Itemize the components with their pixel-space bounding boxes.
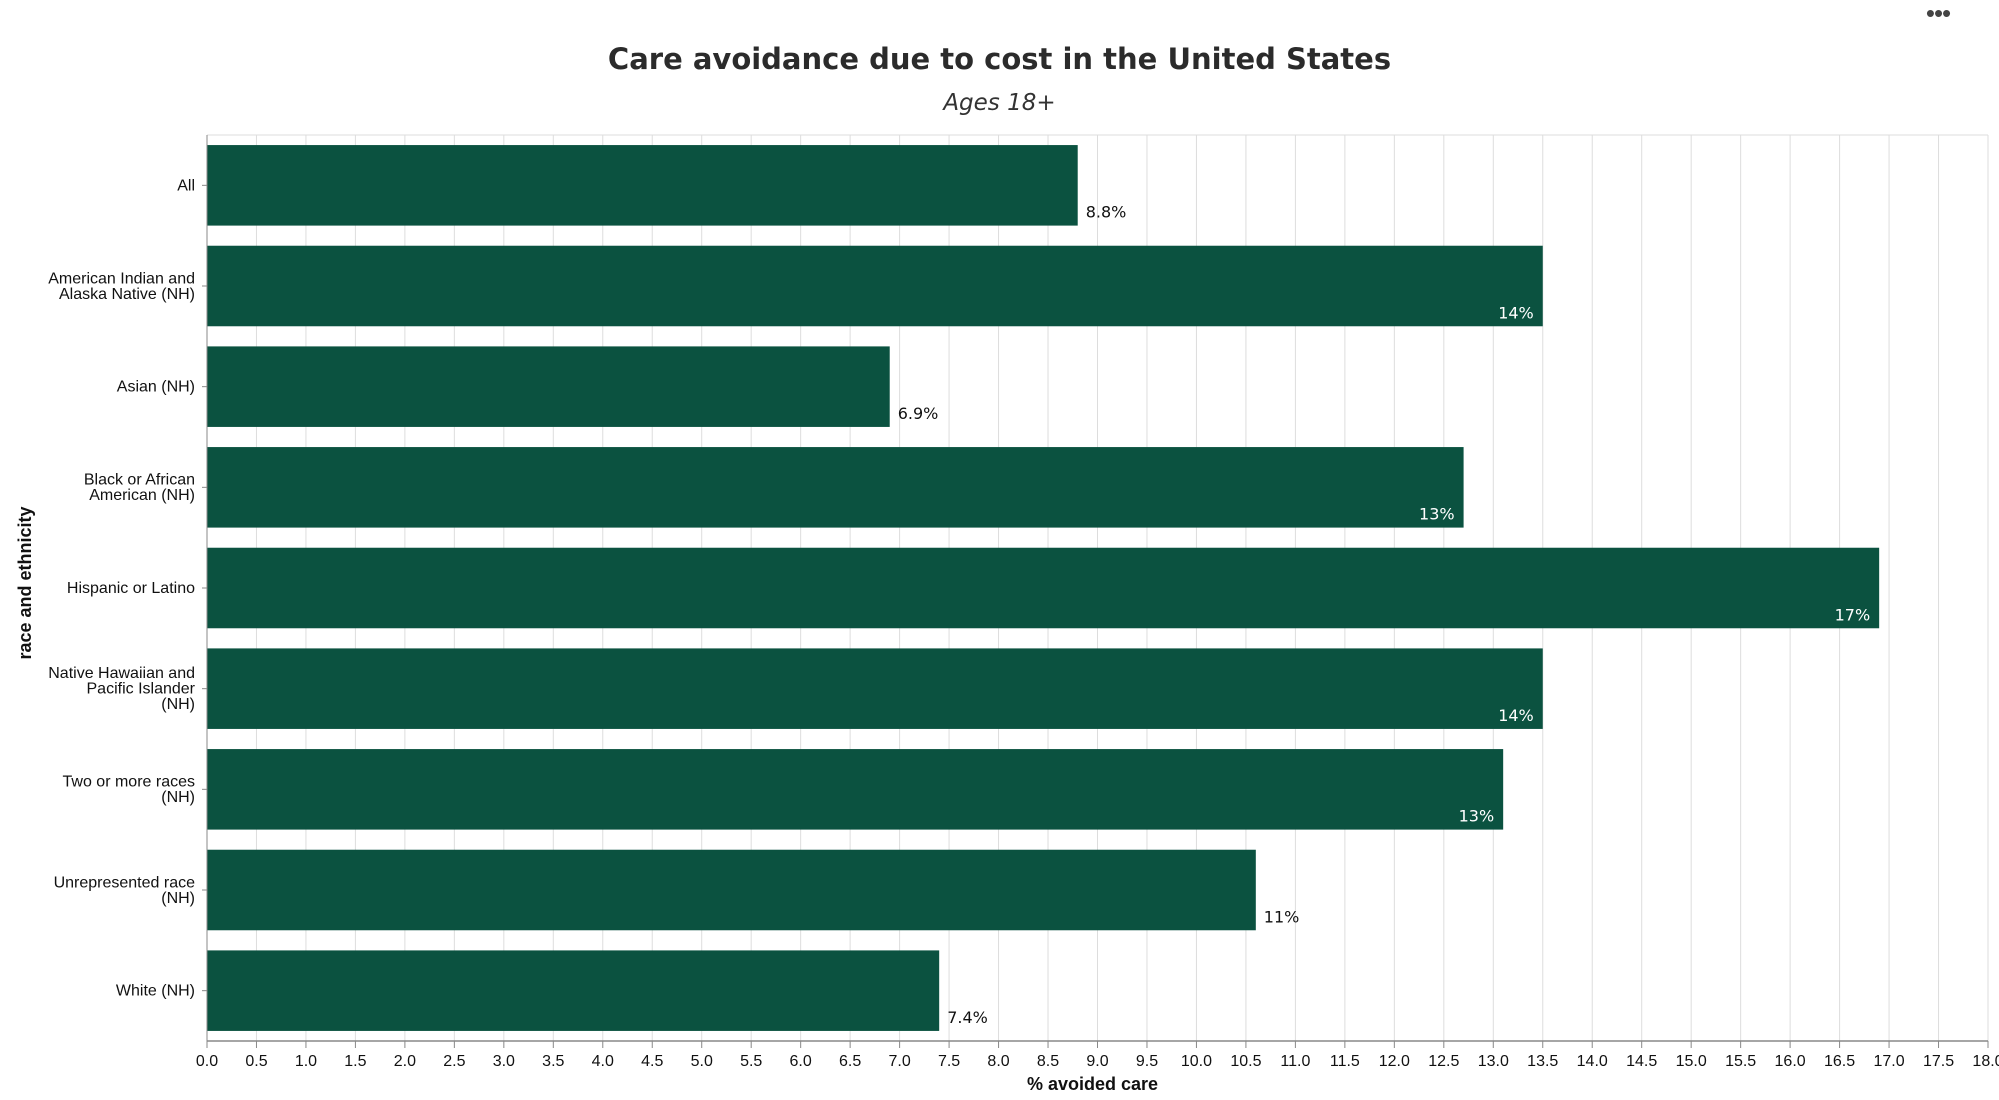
x-tick-label: 14.5 [1626,1053,1657,1070]
x-tick-label: 3.0 [493,1053,515,1070]
x-tick-label: 8.5 [1037,1053,1059,1070]
x-tick-label: 2.5 [443,1053,465,1070]
x-tick-label: 13.5 [1527,1053,1558,1070]
x-tick-label: 0.0 [196,1053,218,1070]
bar [207,849,1256,931]
bar [207,547,1880,629]
category-label: Asian (NH) [117,379,195,396]
category-label: American Indian and Alaska Native (NH) [48,270,195,303]
chart-subtitle: Ages 18+ [943,90,1056,116]
data-label: 14% [1498,706,1534,725]
x-tick-label: 4.5 [641,1053,663,1070]
bar [207,447,1464,528]
x-tick-label: 16.5 [1824,1053,1855,1070]
data-label: 17% [1835,605,1871,624]
bar [207,145,1078,226]
x-tick-label: 9.0 [1086,1053,1108,1070]
x-tick-label: 11.0 [1280,1053,1310,1070]
x-tick-label: 0.5 [245,1053,267,1070]
category-labels: All American Indian and Alaska Native (NH)… [48,135,208,1041]
y-axis-title: race and ethnicity [15,506,35,659]
data-label: 13% [1459,807,1495,826]
x-tick-label: 14.0 [1577,1053,1608,1070]
x-tick-label: 5.5 [740,1053,762,1070]
category-label: All [177,177,195,194]
data-label: 6.9% [898,404,939,423]
x-tick-label: 7.5 [938,1053,960,1070]
x-tick-label: 5.0 [691,1053,713,1070]
x-tick-label: 2.0 [394,1053,416,1070]
x-tick-label: 15.5 [1725,1053,1756,1070]
x-tick-label: 9.5 [1136,1053,1158,1070]
category-label: White (NH) [116,983,195,1000]
data-label: 7.4% [947,1008,988,1027]
x-tick-label: 13.0 [1478,1053,1509,1070]
x-tick-label: 3.5 [542,1053,564,1070]
x-tick-label: 18.0 [1972,1053,1999,1070]
bar [207,950,940,1031]
x-tick-label: 1.0 [295,1053,317,1070]
x-tick-label: 6.5 [839,1053,861,1070]
category-label: Two or more races (NH) [63,774,195,807]
x-tick-label: 10.0 [1181,1053,1212,1070]
x-tick-label: 12.0 [1379,1053,1410,1070]
category-label: Native Hawaiian and Pacific Islander (NH) [48,665,195,713]
bars: 8.8% 14% 6.9% 13% 17% 14% 13% 11% 7.4% [207,145,1880,1031]
x-axis-title: % avoided care [1027,1074,1158,1094]
category-label: Unrepresented race (NH) [54,874,196,907]
x-tick-label: 17.5 [1923,1053,1954,1070]
bar [207,648,1543,729]
data-label: 8.8% [1086,203,1127,222]
chart-title: Care avoidance due to cost in the United… [607,42,1392,76]
data-label: 14% [1498,303,1534,322]
bar [207,245,1543,327]
more-options-icon[interactable]: ••• [1925,0,1951,28]
x-tick-label: 17.0 [1873,1053,1904,1070]
category-label: Black or African American (NH) [84,472,195,505]
x-axis: 0.0 0.5 1.0 1.5 2.0 2.5 3.0 3.5 4.0 4.5 5.0 5.5 6.0 6… [196,1040,1999,1070]
x-tick-label: 10.5 [1230,1053,1261,1070]
category-label: Hispanic or Latino [67,580,195,597]
bar [207,749,1504,830]
x-tick-label: 7.0 [888,1053,910,1070]
x-tick-label: 1.5 [344,1053,366,1070]
x-tick-label: 15.0 [1676,1053,1707,1070]
x-tick-label: 8.0 [987,1053,1009,1070]
data-label: 13% [1419,505,1455,524]
x-tick-label: 16.0 [1775,1053,1806,1070]
bar [207,346,890,427]
data-label: 11% [1264,907,1300,926]
x-tick-label: 6.0 [790,1053,812,1070]
x-tick-label: 4.0 [592,1053,614,1070]
x-tick-label: 11.5 [1330,1053,1360,1070]
x-tick-label: 12.5 [1428,1053,1459,1070]
